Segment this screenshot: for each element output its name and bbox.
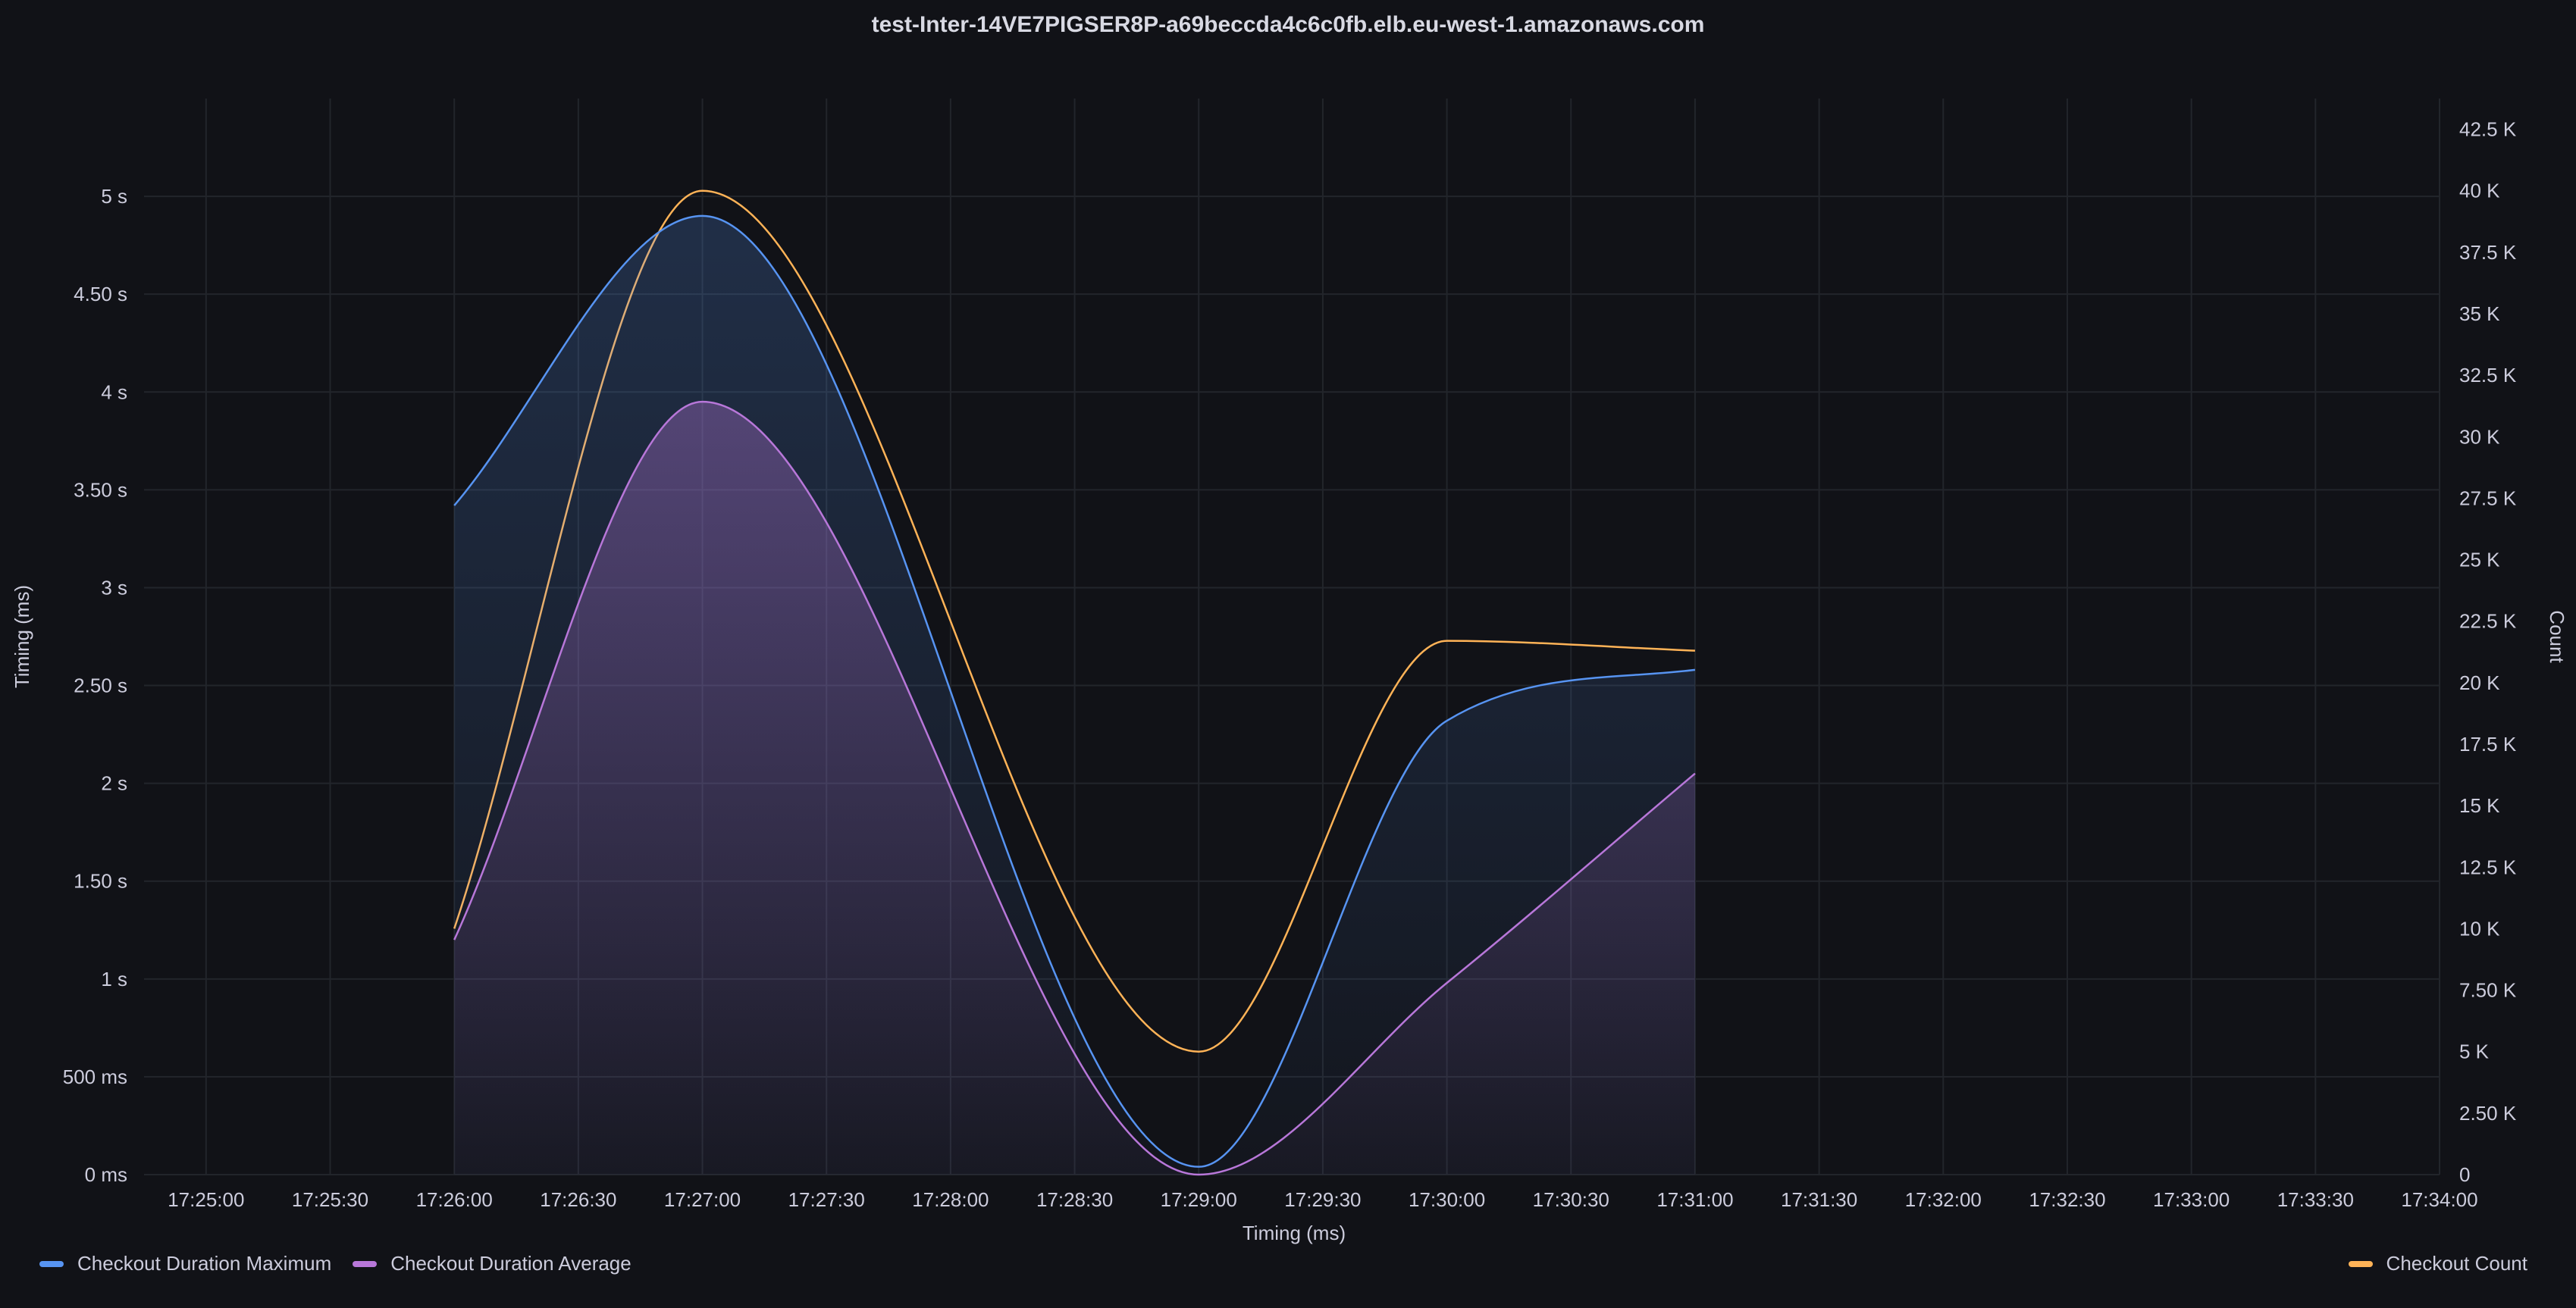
y-left-tick-label: 5 s (101, 185, 127, 208)
y-right-tick-label: 32.5 K (2459, 364, 2517, 386)
x-tick-label: 17:27:00 (664, 1188, 741, 1211)
x-tick-label: 17:30:30 (1533, 1188, 1609, 1211)
x-tick-label: 17:29:30 (1284, 1188, 1361, 1211)
x-tick-label: 17:31:30 (1781, 1188, 1857, 1211)
x-tick-label: 17:33:30 (2277, 1188, 2354, 1211)
checkout-duration-average-line (453, 400, 1696, 1176)
checkout-duration-maximum-line (453, 214, 1696, 1168)
y-right-tick-label: 30 K (2459, 425, 2500, 448)
x-tick-label: 17:27:30 (788, 1188, 865, 1211)
y-right-tick-label: 5 K (2459, 1040, 2490, 1063)
y-right-tick-label: 42.5 K (2459, 118, 2517, 141)
y-left-tick-label: 3 s (101, 576, 127, 599)
legend-item-checkout-count[interactable]: Checkout Count (2348, 1252, 2527, 1275)
y-right-tick-label: 22.5 K (2459, 610, 2517, 633)
legend-swatch (39, 1260, 64, 1267)
y-right-tick-label: 17.5 K (2459, 733, 2517, 756)
checkout-duration-maximum-point (452, 503, 456, 508)
checkout-duration-maximum-point (700, 214, 705, 218)
checkout-duration-average-area (454, 402, 1695, 1175)
x-tick-label: 17:33:00 (2153, 1188, 2230, 1211)
checkout-count-point (1693, 649, 1697, 653)
checkout-duration-maximum-point (1196, 1165, 1201, 1169)
x-tick-label: 17:30:00 (1409, 1188, 1485, 1211)
checkout-count-point (700, 189, 705, 193)
checkout-duration-average-point (1445, 981, 1449, 985)
y-right-tick-label: 0 (2459, 1163, 2470, 1186)
y-right-tick-label: 25 K (2459, 549, 2500, 571)
y-left-tick-label: 2 s (101, 772, 127, 795)
y-left-tick-label: 4.50 s (74, 283, 127, 305)
y-left-tick-label: 3.50 s (74, 478, 127, 501)
y-left-axis-label: Timing (ms) (11, 585, 33, 688)
y-right-axis-label: Count (2546, 610, 2568, 663)
x-tick-label: 17:26:00 (416, 1188, 493, 1211)
checkout-duration-maximum-point (1693, 668, 1697, 672)
y-right-tick-label: 7.50 K (2459, 979, 2517, 1002)
y-left-tick-label: 4 s (101, 380, 127, 403)
chart-title: test-Inter-14VE7PIGSER8P-a69beccda4c6c0f… (871, 12, 1705, 37)
y-right-tick-label: 10 K (2459, 917, 2500, 940)
y-right-tick-label: 20 K (2459, 671, 2500, 694)
checkout-count-point (1196, 1050, 1201, 1054)
checkout-duration-average-point (452, 937, 456, 942)
y-right-tick-label: 27.5 K (2459, 487, 2517, 509)
checkout-duration-average-point (700, 399, 705, 404)
legend-label: Checkout Duration Average (390, 1252, 631, 1275)
y-right-tick-label: 37.5 K (2459, 241, 2517, 264)
x-tick-label: 17:25:30 (292, 1188, 368, 1211)
checkout-duration-maximum-point (1445, 718, 1449, 723)
y-left-tick-label: 0 ms (85, 1163, 127, 1186)
y-right-tick-label: 15 K (2459, 794, 2500, 817)
y-left-tick-label: 1 s (101, 968, 127, 990)
x-tick-label: 17:32:30 (2029, 1188, 2105, 1211)
y-right-tick-label: 40 K (2459, 180, 2500, 202)
x-axis-label: Timing (ms) (1243, 1222, 1346, 1244)
checkout-duration-average-point (1693, 771, 1697, 776)
x-tick-label: 17:32:00 (1905, 1188, 1982, 1211)
y-right-tick-label: 12.5 K (2459, 856, 2517, 878)
x-tick-label: 17:29:00 (1161, 1188, 1237, 1211)
legend-label: Checkout Duration Maximum (77, 1252, 332, 1275)
y-left-tick-label: 500 ms (63, 1065, 127, 1088)
legend-right: Checkout Count (2348, 1252, 2549, 1275)
checkout-count-point (1445, 639, 1449, 643)
x-tick-label: 17:34:00 (2401, 1188, 2477, 1211)
y-left-tick-label: 2.50 s (74, 674, 127, 697)
legend-item-checkout-duration-average[interactable]: Checkout Duration Average (353, 1252, 631, 1275)
x-tick-label: 17:31:00 (1656, 1188, 1733, 1211)
legend-item-checkout-duration-maximum[interactable]: Checkout Duration Maximum (39, 1252, 331, 1275)
legend-swatch (353, 1260, 378, 1267)
x-tick-label: 17:28:00 (912, 1188, 989, 1211)
y-left-tick-label: 1.50 s (74, 870, 127, 893)
y-right-tick-label: 35 K (2459, 302, 2500, 325)
checkout-duration-average-point (1196, 1172, 1201, 1177)
x-tick-label: 17:25:00 (168, 1188, 244, 1211)
legend-swatch (2348, 1260, 2373, 1267)
legend-left: Checkout Duration Maximum Checkout Durati… (39, 1252, 653, 1275)
x-tick-label: 17:28:30 (1036, 1188, 1113, 1211)
y-right-tick-label: 2.50 K (2459, 1102, 2517, 1125)
x-tick-label: 17:26:30 (540, 1188, 616, 1211)
legend-label: Checkout Count (2386, 1252, 2527, 1275)
